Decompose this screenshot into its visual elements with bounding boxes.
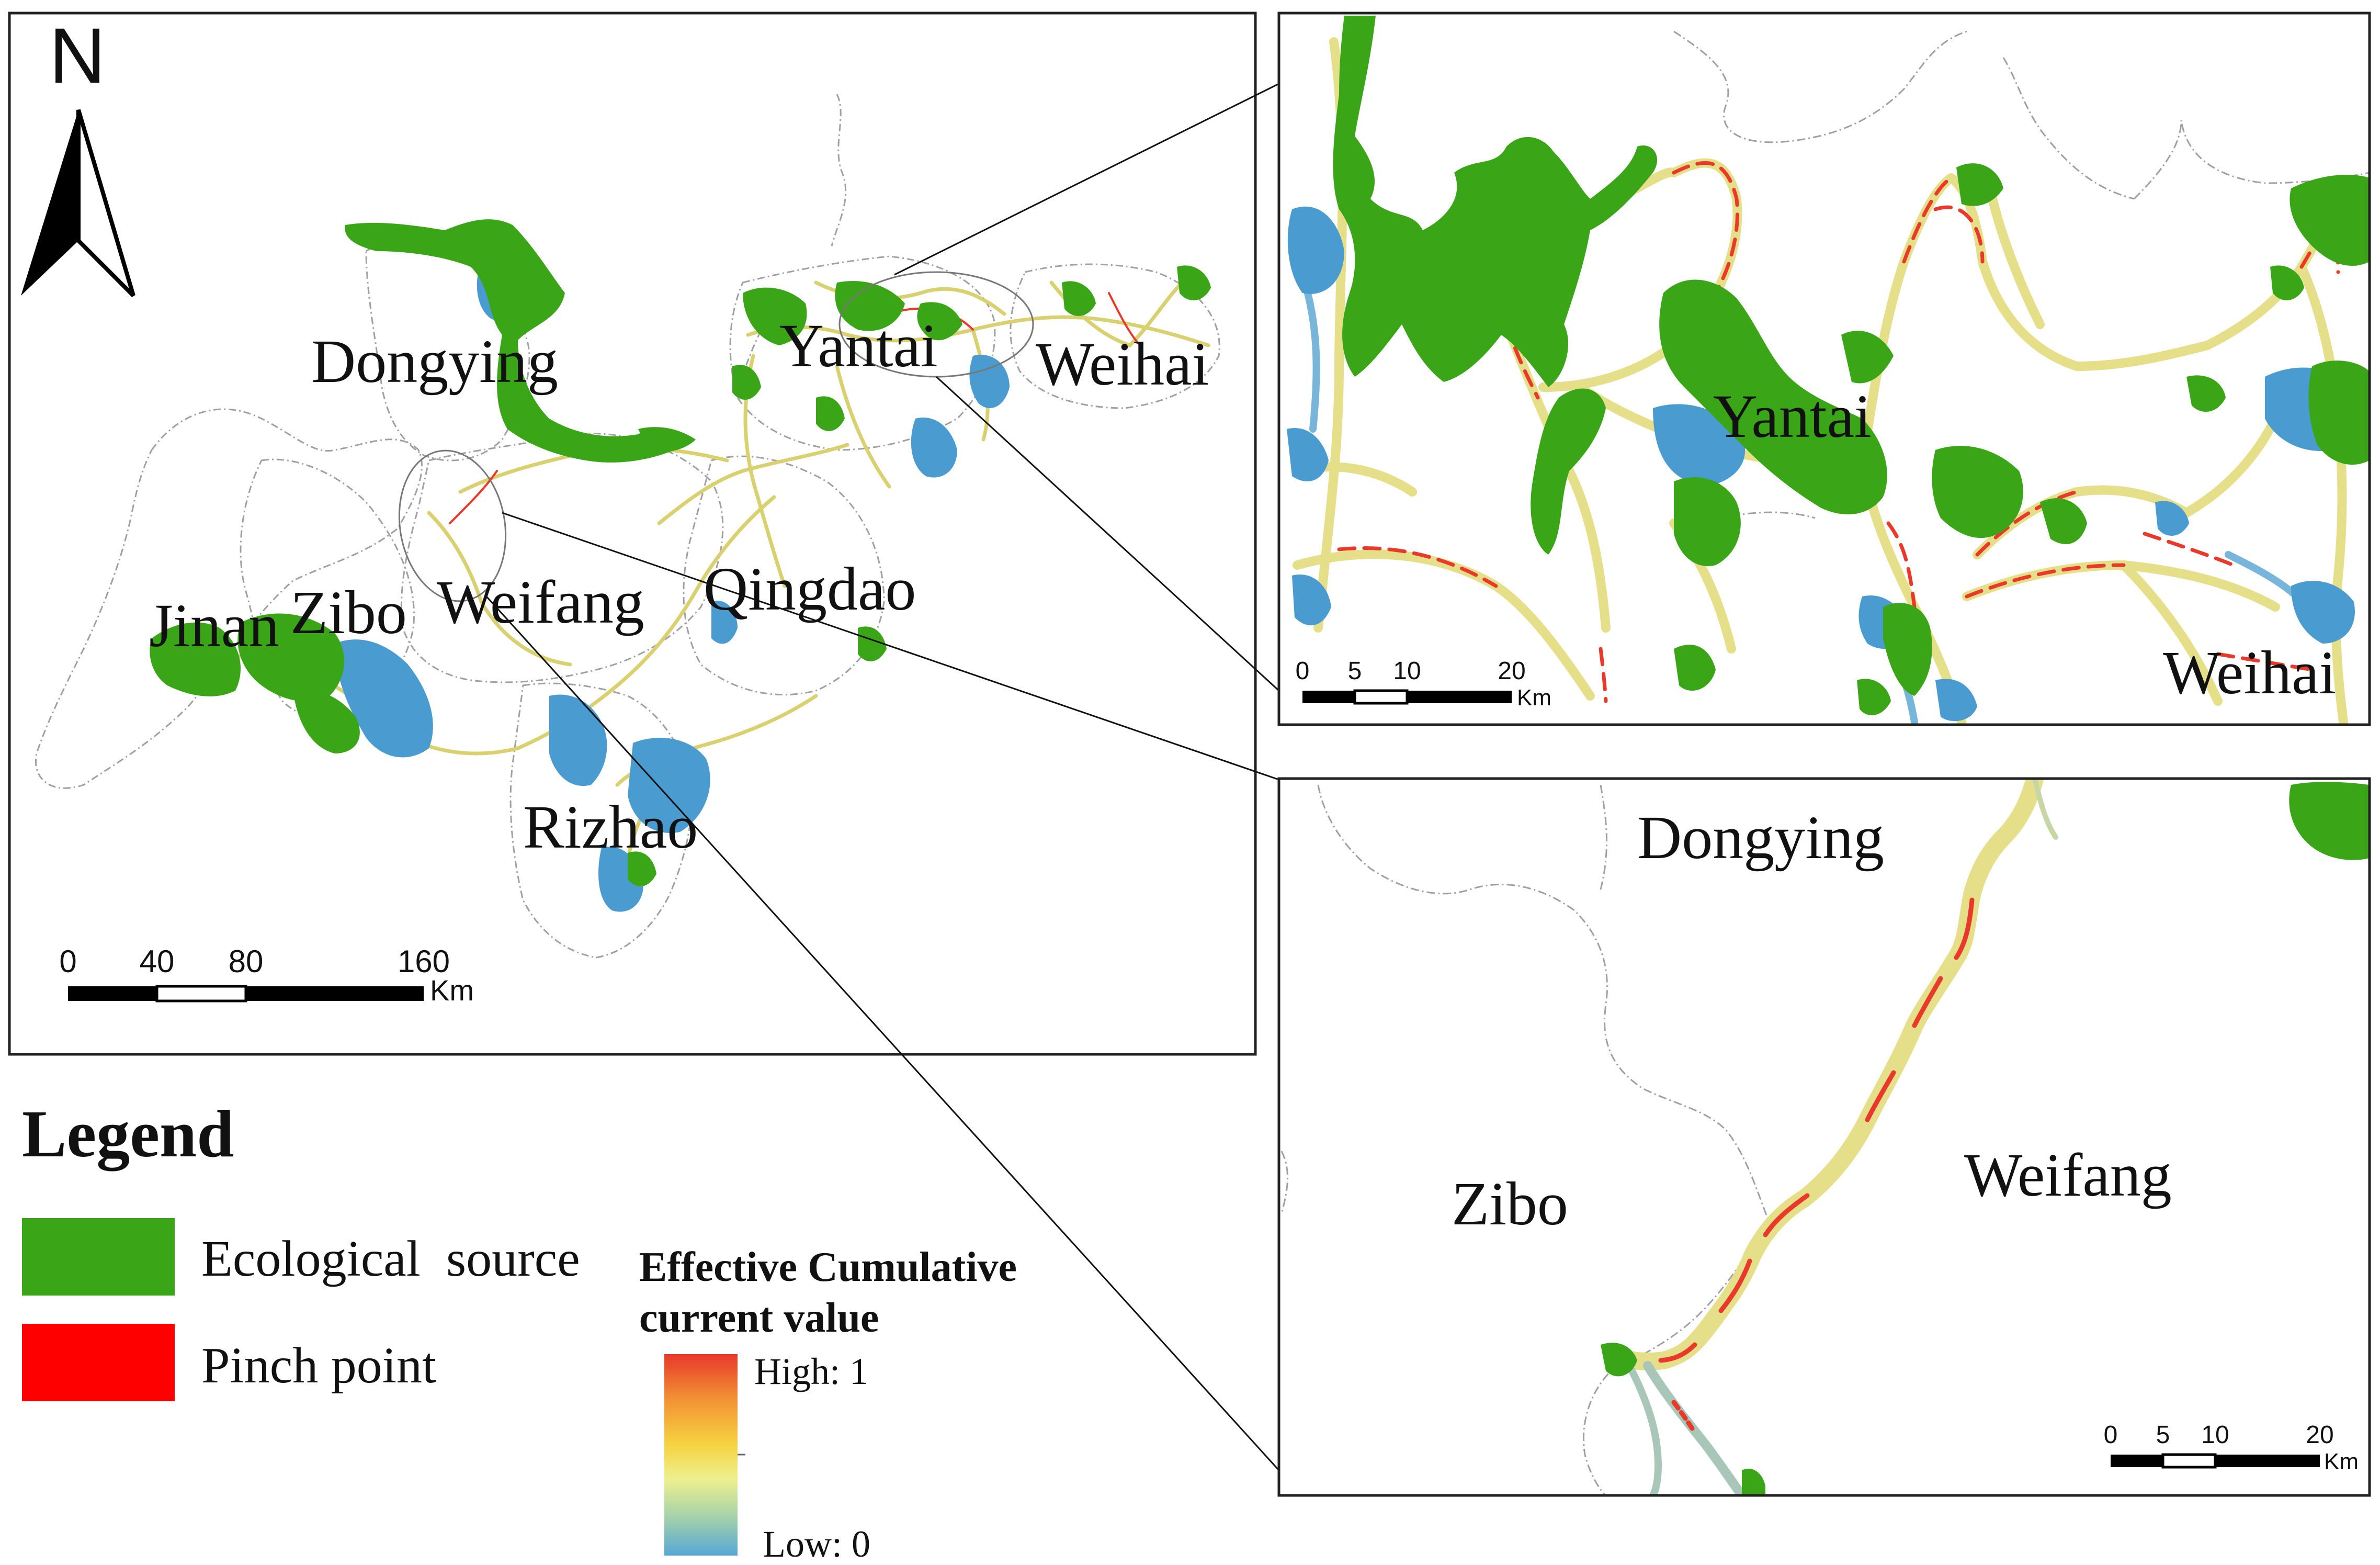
inset-top-scale-tick-2: 10 xyxy=(1393,657,1421,685)
legend-label-pinch-point: Pinch point xyxy=(201,1337,436,1394)
main-map-blue-patches xyxy=(335,261,1010,912)
inset-top-scale-tick-1: 5 xyxy=(1348,657,1362,685)
north-arrow-left-half xyxy=(21,110,78,296)
main-map: N Dongying Yantai Weihai Jinan Zibo Weif… xyxy=(8,12,1257,1056)
inset-top-scale-tick-3: 20 xyxy=(1498,657,1525,685)
inset-yantai-frame xyxy=(1277,12,2371,726)
inset-top-scale-unit: Km xyxy=(1517,685,1551,711)
inset-top-label-weihai: Weihai xyxy=(2163,638,2336,707)
legend-gradient-title-2: current value xyxy=(639,1295,879,1341)
inset-bottom-label-dongying: Dongying xyxy=(1637,803,1884,872)
inset-bottom-label-zibo: Zibo xyxy=(1452,1169,1568,1238)
inset-bottom-scale-tick-1: 5 xyxy=(2156,1421,2170,1449)
legend-gradient-high: High: 1 xyxy=(754,1350,868,1392)
legend-swatch-ecological-source xyxy=(22,1218,175,1296)
main-scale-bar: 0 40 80 160 Km xyxy=(59,944,474,1007)
main-label-yantai: Yantai xyxy=(779,311,938,380)
inset-top-scale-tick-0: 0 xyxy=(1296,657,1310,685)
legend-title: Legend xyxy=(22,1097,234,1171)
inset-leader-lines xyxy=(485,83,1280,1471)
inset-bottom-label-weifang: Weifang xyxy=(1964,1141,2172,1209)
north-arrow-right-half xyxy=(76,109,135,297)
inset-top-scale-bar: 0 5 10 20 Km xyxy=(1296,657,1551,711)
legend: Legend Ecological source Pinch point Eff… xyxy=(22,1097,1017,1565)
main-map-green-patches xyxy=(150,219,1211,886)
legend-gradient-low: Low: 0 xyxy=(763,1523,870,1565)
inset-yantai: Yantai Weihai 0 5 10 20 Km xyxy=(1277,12,2371,726)
main-label-qingdao: Qingdao xyxy=(704,555,916,623)
main-label-weihai: Weihai xyxy=(1036,330,1209,398)
inset-bottom-scale-bar: 0 5 10 20 Km xyxy=(2104,1421,2359,1474)
legend-swatch-pinch-point xyxy=(22,1324,175,1401)
main-label-dongying: Dongying xyxy=(311,327,558,396)
inset-bottom-scale-unit: Km xyxy=(2324,1449,2359,1474)
main-scale-tick-0: 0 xyxy=(59,944,76,979)
main-label-zibo: Zibo xyxy=(290,578,407,647)
inset-top-label-yantai: Yantai xyxy=(1713,382,1872,451)
legend-gradient-title-1: Effective Cumulative xyxy=(639,1244,1017,1290)
main-scale-tick-3: 160 xyxy=(398,944,450,979)
main-label-weifang: Weifang xyxy=(437,568,644,636)
main-scale-tick-2: 80 xyxy=(229,944,264,979)
legend-gradient-bar xyxy=(664,1354,738,1556)
inset-bottom-scale-tick-3: 20 xyxy=(2306,1421,2333,1449)
north-arrow-label: N xyxy=(49,12,106,99)
legend-label-ecological-source: Ecological source xyxy=(201,1231,580,1287)
north-arrow: N xyxy=(21,12,135,297)
main-map-highlight-weifang xyxy=(398,449,507,602)
main-label-rizhao: Rizhao xyxy=(523,793,698,861)
inset-weifang: Dongying Zibo Weifang 0 5 10 20 Km xyxy=(1277,777,2371,1497)
inset-bottom-scale-tick-2: 10 xyxy=(2201,1421,2229,1449)
main-label-jinan: Jinan xyxy=(149,591,279,660)
main-scale-tick-1: 40 xyxy=(140,944,175,979)
inset-bottom-scale-tick-0: 0 xyxy=(2104,1421,2118,1449)
main-scale-unit: Km xyxy=(430,974,474,1007)
inset-weifang-frame xyxy=(1277,777,2371,1497)
